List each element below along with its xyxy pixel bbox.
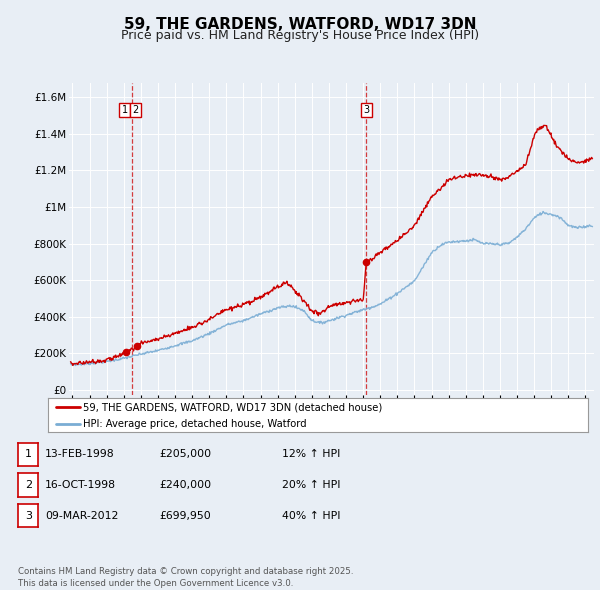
Text: 13-FEB-1998: 13-FEB-1998 xyxy=(45,450,115,459)
Text: 09-MAR-2012: 09-MAR-2012 xyxy=(45,511,118,520)
Text: 40% ↑ HPI: 40% ↑ HPI xyxy=(282,511,341,520)
Text: 1: 1 xyxy=(122,105,128,115)
Text: 3: 3 xyxy=(364,105,370,115)
Text: 2: 2 xyxy=(25,480,32,490)
Text: Price paid vs. HM Land Registry's House Price Index (HPI): Price paid vs. HM Land Registry's House … xyxy=(121,30,479,42)
Text: 2: 2 xyxy=(132,105,139,115)
Text: £205,000: £205,000 xyxy=(159,450,211,459)
Text: HPI: Average price, detached house, Watford: HPI: Average price, detached house, Watf… xyxy=(83,419,307,430)
Text: 1: 1 xyxy=(25,450,32,459)
Text: 3: 3 xyxy=(25,511,32,520)
Text: £699,950: £699,950 xyxy=(159,511,211,520)
Text: £240,000: £240,000 xyxy=(159,480,211,490)
Text: 16-OCT-1998: 16-OCT-1998 xyxy=(45,480,116,490)
Text: 12% ↑ HPI: 12% ↑ HPI xyxy=(282,450,340,459)
Text: Contains HM Land Registry data © Crown copyright and database right 2025.
This d: Contains HM Land Registry data © Crown c… xyxy=(18,568,353,588)
Text: 20% ↑ HPI: 20% ↑ HPI xyxy=(282,480,341,490)
Text: 59, THE GARDENS, WATFORD, WD17 3DN (detached house): 59, THE GARDENS, WATFORD, WD17 3DN (deta… xyxy=(83,402,382,412)
Text: 59, THE GARDENS, WATFORD, WD17 3DN: 59, THE GARDENS, WATFORD, WD17 3DN xyxy=(124,17,476,31)
